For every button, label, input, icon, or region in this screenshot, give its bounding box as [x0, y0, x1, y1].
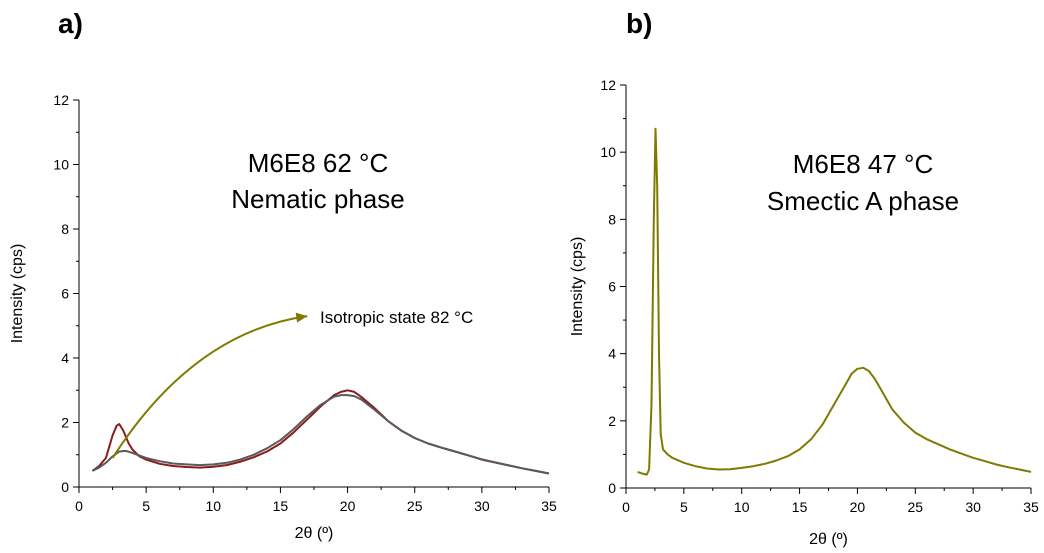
x-axis-title: 2θ (º): [809, 531, 848, 548]
y-tick-label: 4: [61, 350, 69, 366]
x-tick-label: 15: [273, 498, 289, 514]
arrow-head: [295, 312, 308, 323]
y-tick-label: 2: [608, 413, 616, 429]
annotation-text: Nematic phase: [231, 184, 404, 214]
x-tick-label: 25: [407, 498, 423, 514]
annotation-text: M6E8 47 °C: [793, 149, 933, 179]
annotation-text: Isotropic state 82 °C: [320, 308, 473, 327]
x-tick-label: 5: [680, 499, 688, 515]
y-tick-label: 10: [600, 144, 616, 160]
y-tick-label: 6: [61, 286, 69, 302]
y-tick-label: 12: [53, 92, 69, 108]
annotation-text: M6E8 62 °C: [248, 148, 388, 178]
y-tick-label: 2: [61, 415, 69, 431]
y-tick-label: 8: [608, 211, 616, 227]
x-tick-label: 10: [205, 498, 221, 514]
y-axis-title: Intensity (cps): [9, 244, 26, 344]
x-tick-label: 25: [907, 499, 923, 515]
panel-label-b: b): [626, 8, 653, 39]
x-tick-label: 20: [340, 498, 356, 514]
y-tick-label: 4: [608, 346, 616, 362]
annotation-text: Smectic A phase: [767, 186, 959, 216]
x-tick-label: 15: [792, 499, 808, 515]
series-line-1: [91, 394, 550, 475]
y-tick-label: 0: [608, 480, 616, 496]
panel-label-a: a): [58, 8, 83, 39]
x-tick-label: 35: [541, 498, 557, 514]
x-tick-label: 35: [1023, 499, 1039, 515]
chart-b: 0 5 10 15 20 25 30 35 0 2 4 6 8 10 12 2θ (º) Intensity (…: [569, 77, 1039, 548]
chart-a: 0 5 10 15 20 25 30 35 0 2 4 6 8 10 12 2θ (º) Intensity (…: [9, 92, 557, 542]
x-tick-label: 0: [75, 498, 83, 514]
x-tick-label: 10: [734, 499, 750, 515]
x-tick-label: 30: [474, 498, 490, 514]
y-tick-label: 6: [608, 279, 616, 295]
x-axis-title: 2θ (º): [295, 525, 334, 542]
y-tick-label: 8: [61, 221, 69, 237]
x-tick-label: 30: [965, 499, 981, 515]
series-line-0: [637, 127, 1032, 476]
y-tick-label: 12: [600, 77, 616, 93]
y-tick-label: 0: [61, 479, 69, 495]
x-tick-label: 5: [142, 498, 150, 514]
y-axis-title: Intensity (cps): [569, 237, 586, 337]
x-tick-label: 20: [850, 499, 866, 515]
arrow-shaft: [111, 315, 308, 459]
x-tick-label: 0: [622, 499, 630, 515]
y-tick-label: 10: [53, 157, 69, 173]
